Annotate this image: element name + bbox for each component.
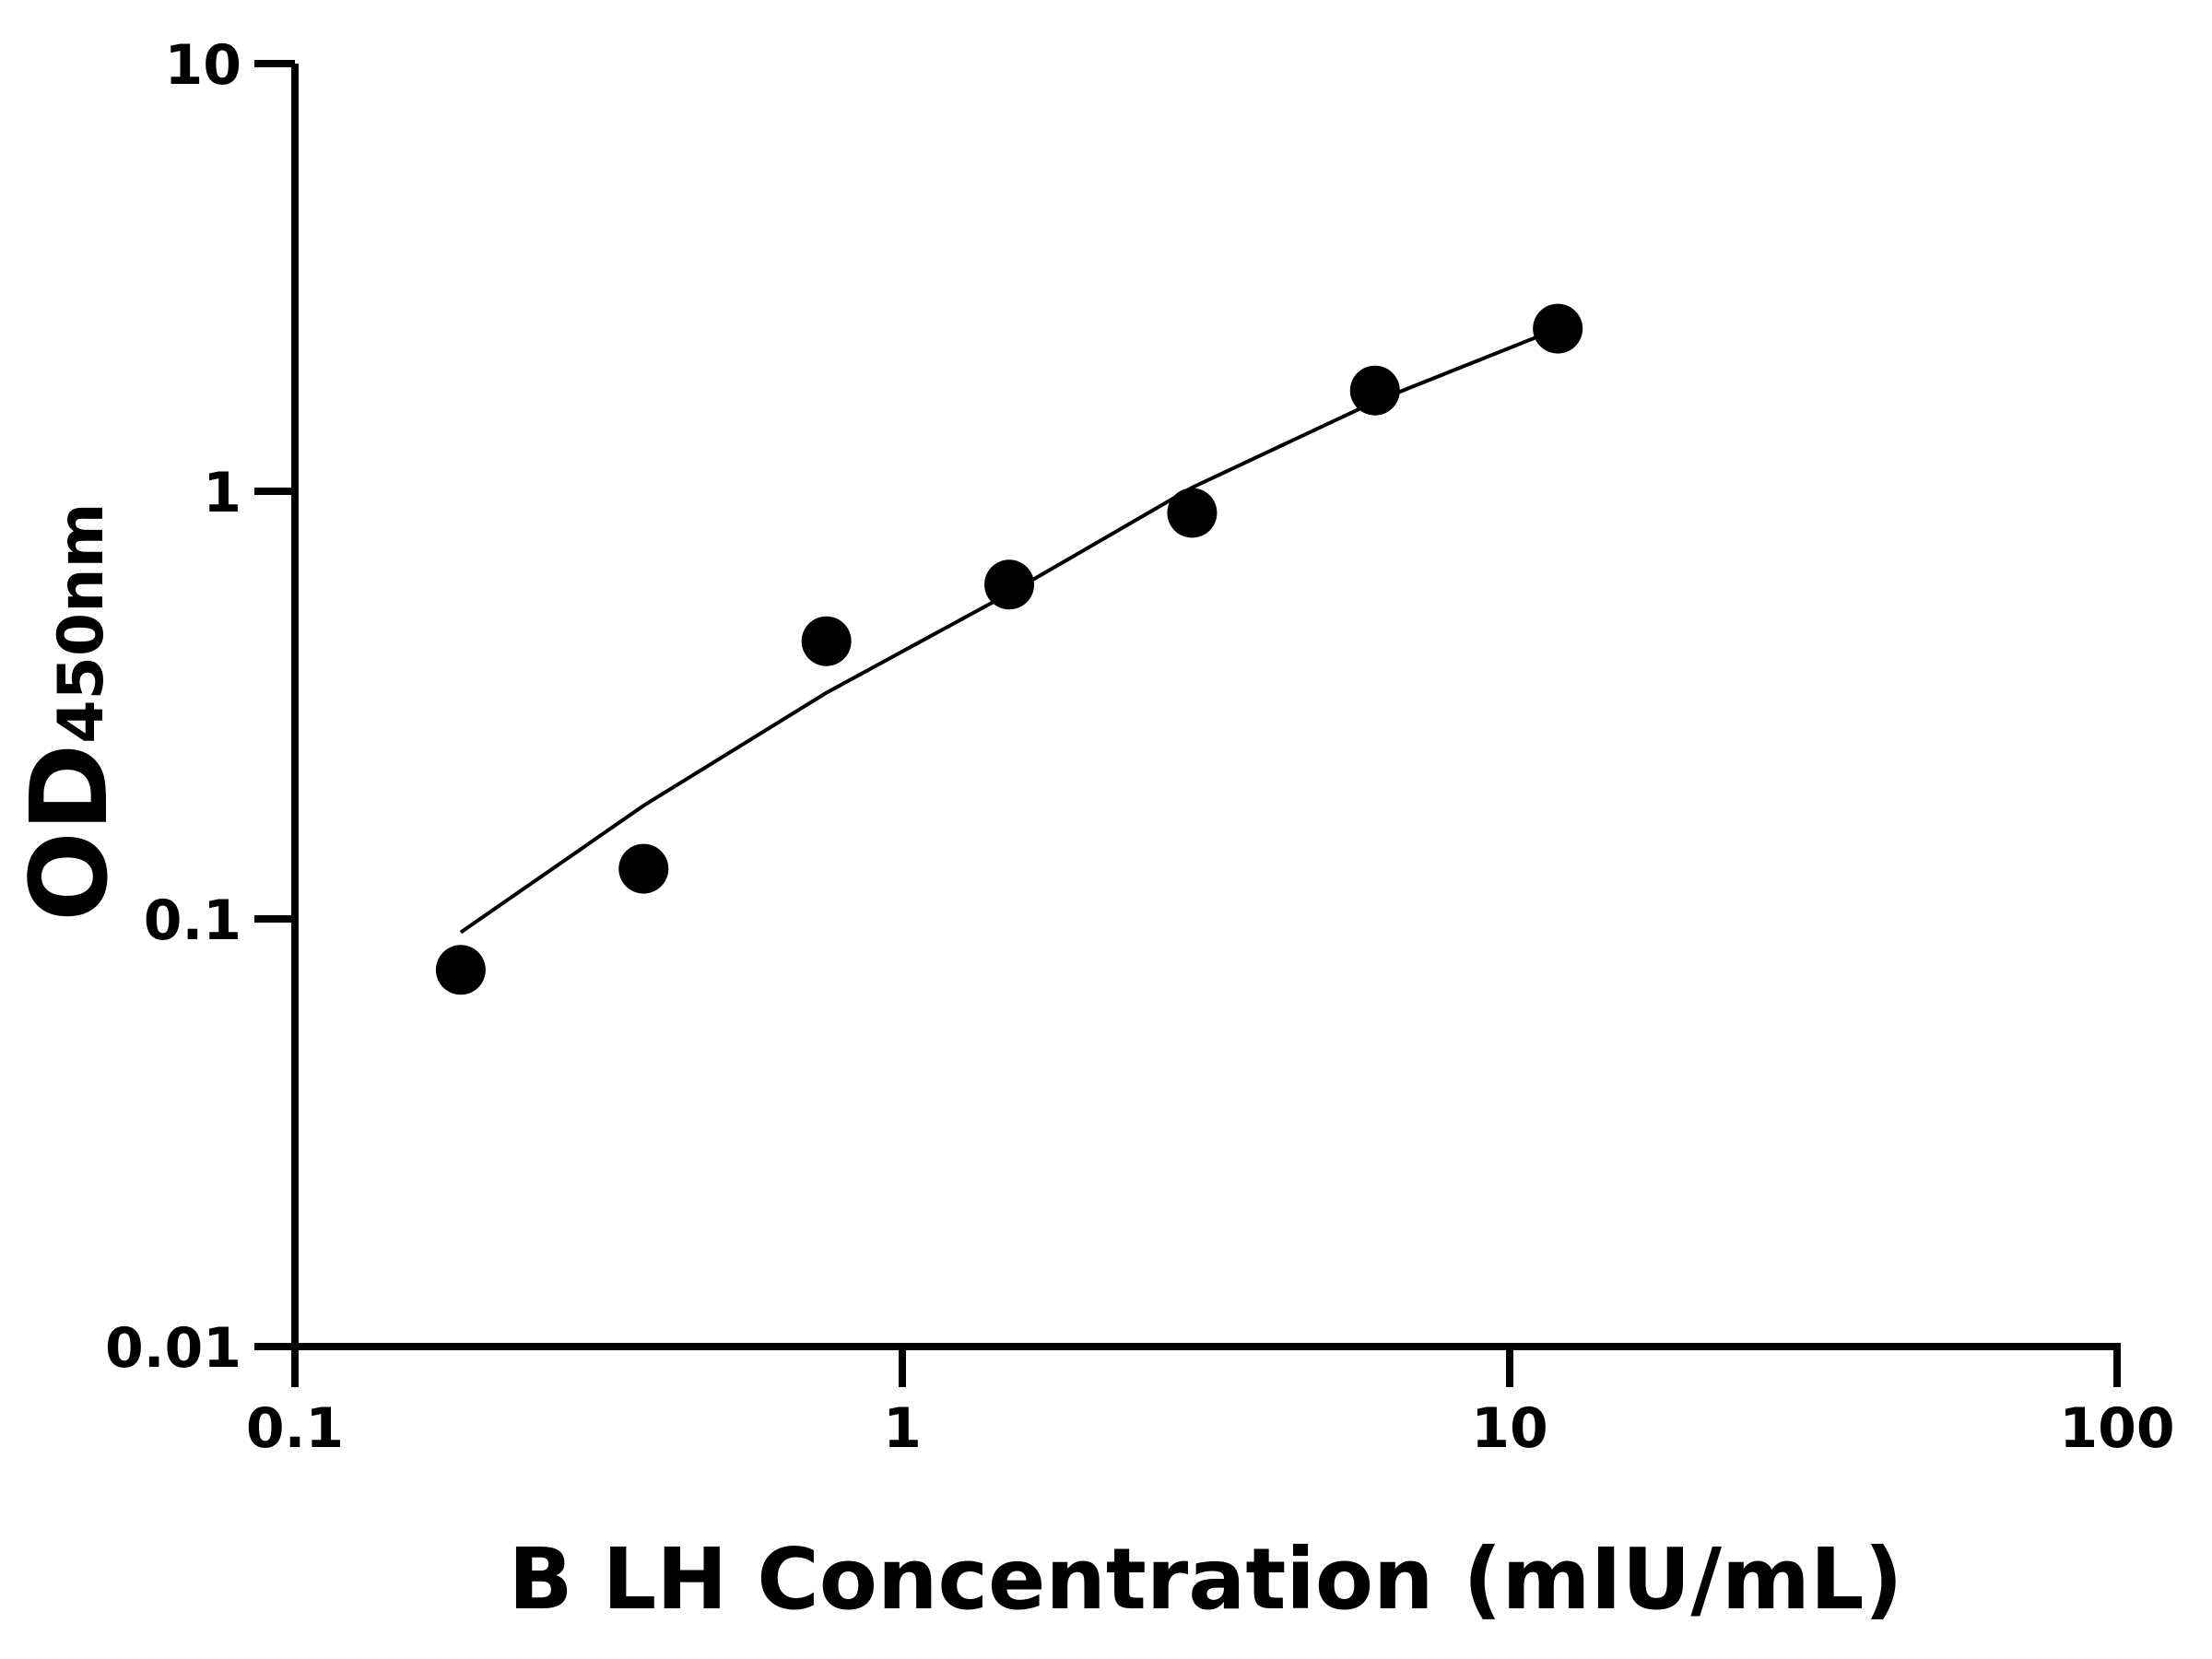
data-points xyxy=(435,303,1583,995)
x-tick-label: 100 xyxy=(2059,1396,2174,1461)
x-axis-label: B LH Concentration (mIU/mL) xyxy=(508,1530,1902,1629)
y-tick-label: 0.1 xyxy=(144,888,241,953)
y-axis-label: OD450nm xyxy=(8,503,132,922)
data-point xyxy=(1349,365,1400,416)
data-point xyxy=(618,843,669,894)
axes xyxy=(291,64,2121,1350)
x-tick-label: 1 xyxy=(883,1396,922,1461)
y-tick-label: 1 xyxy=(203,461,241,525)
x-tick-label: 0.1 xyxy=(246,1396,344,1461)
y-axis-label-main: OD xyxy=(8,744,132,922)
y-tick-label: 0.01 xyxy=(105,1316,241,1381)
data-point xyxy=(435,945,486,995)
data-point xyxy=(1167,488,1218,538)
data-point xyxy=(1533,303,1583,354)
y-tick-label: 10 xyxy=(165,33,242,98)
y-axis-label-sub: 450nm xyxy=(45,503,118,744)
data-point xyxy=(801,616,852,666)
x-tick-label: 10 xyxy=(1471,1396,1548,1461)
fit-curve xyxy=(459,326,1559,935)
data-point xyxy=(984,559,1035,610)
